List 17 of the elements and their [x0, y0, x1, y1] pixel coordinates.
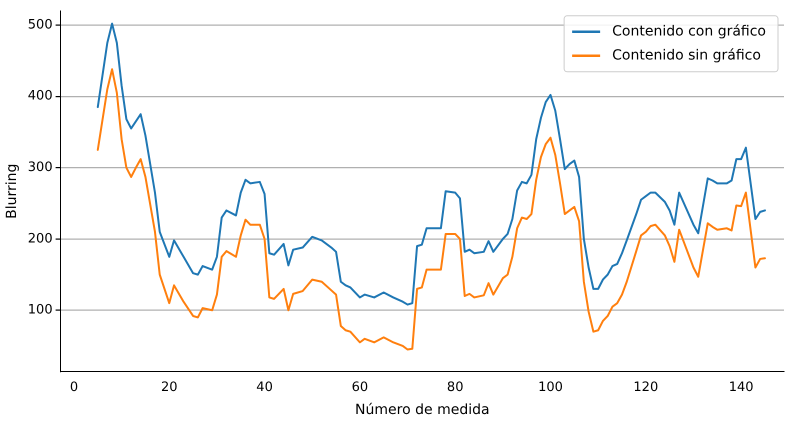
x-tick-label: 0	[70, 380, 78, 395]
y-axis-title: Blurring	[4, 164, 20, 219]
x-tick-label: 120	[633, 380, 658, 395]
y-tick-label: 100	[28, 302, 53, 318]
x-tick-label: 100	[538, 380, 563, 395]
y-tick-label: 200	[28, 231, 53, 246]
x-axis-title: Número de medida	[355, 402, 490, 418]
y-tick-label: 500	[28, 17, 53, 32]
y-tick-label: 300	[28, 160, 53, 176]
y-tick-label: 400	[28, 88, 53, 104]
x-tick-label: 140	[728, 380, 754, 395]
x-tick-label: 20	[160, 380, 178, 395]
x-tick-label: 40	[256, 380, 273, 395]
x-tick-label: 60	[352, 380, 368, 395]
legend-label: Contenido con gráfico	[612, 23, 766, 40]
legend-label: Contenido sin gráfico	[612, 47, 761, 64]
x-tick-label: 80	[446, 380, 464, 395]
